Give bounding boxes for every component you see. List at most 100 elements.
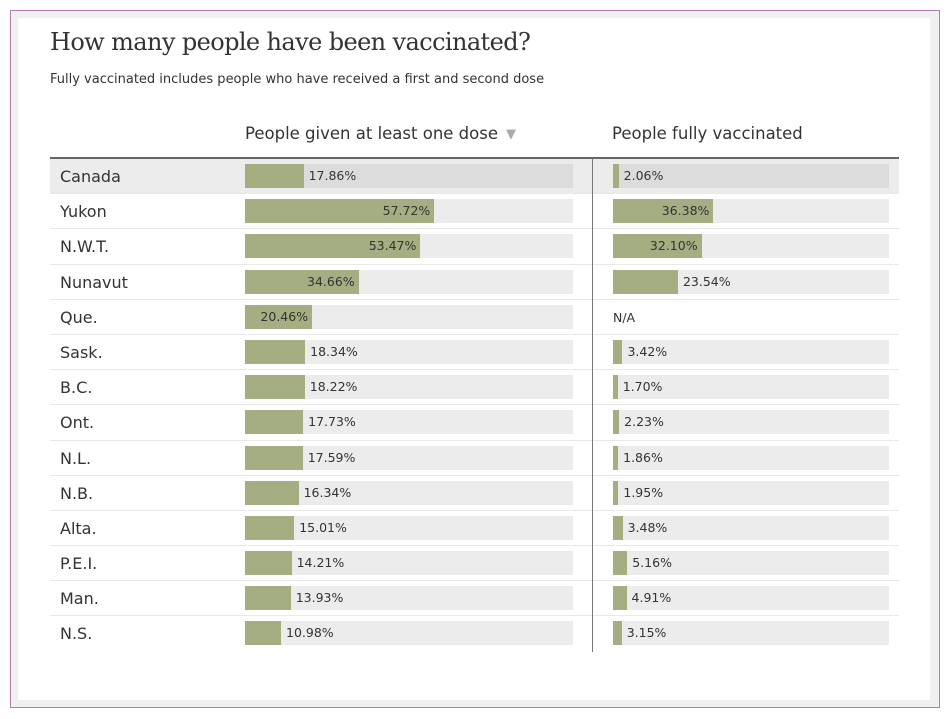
column-header-fully-vaccinated-label: People fully vaccinated bbox=[612, 124, 803, 143]
first-dose-bar-track: 34.66% bbox=[245, 269, 573, 294]
fully-vaccinated-bar bbox=[613, 339, 623, 364]
first-dose-bar bbox=[245, 304, 313, 329]
first-dose-bar bbox=[245, 410, 304, 435]
fully-vaccinated-bar bbox=[613, 199, 714, 224]
first-dose-value-label: 15.01% bbox=[299, 519, 347, 535]
region-label: Ont. bbox=[60, 413, 95, 433]
region-label: N.L. bbox=[60, 448, 92, 468]
fully-vaccinated-value-label: 2.23% bbox=[624, 414, 664, 430]
sort-descending-icon[interactable]: ▼ bbox=[506, 127, 516, 142]
region-label: P.E.I. bbox=[60, 554, 98, 574]
fully-vaccinated-bar-track: 5.16% bbox=[613, 551, 889, 576]
fully-vaccinated-bar-track: 32.10% bbox=[613, 234, 889, 259]
first-dose-value-label: 16.34% bbox=[303, 484, 352, 500]
region-label: Canada bbox=[60, 167, 121, 186]
region-label: Man. bbox=[60, 589, 99, 609]
table-row: Alta. 15.01% 3.48% bbox=[50, 511, 899, 547]
first-dose-bar-track: 57.72% bbox=[245, 199, 573, 224]
fully-vaccinated-value-label: 1.95% bbox=[623, 484, 664, 500]
fully-vaccinated-bar-track: 1.86% bbox=[613, 445, 889, 470]
fully-vaccinated-value-label: 23.54% bbox=[682, 273, 731, 289]
first-dose-value-label: 57.72% bbox=[382, 203, 431, 219]
fully-vaccinated-bar bbox=[613, 480, 619, 505]
fully-vaccinated-bar-track: 23.54% bbox=[613, 269, 889, 294]
fully-vaccinated-bar-track: 3.48% bbox=[613, 515, 889, 540]
fully-vaccinated-value-label: 3.15% bbox=[626, 625, 667, 641]
fully-vaccinated-bar-track: 3.15% bbox=[613, 621, 889, 646]
fully-vaccinated-value-label: 1.70% bbox=[622, 379, 663, 395]
table-row: P.E.I. 14.21% 5.16% bbox=[50, 546, 899, 582]
first-dose-bar bbox=[245, 164, 304, 188]
first-dose-bar-track: 10.98% bbox=[245, 621, 573, 646]
table-row: Que. 20.46% N/A bbox=[50, 300, 899, 335]
fully-vaccinated-bar-track: 36.38% bbox=[613, 199, 889, 224]
first-dose-bar-track: 18.34% bbox=[245, 339, 573, 364]
first-dose-bar-track: 53.47% bbox=[245, 234, 573, 259]
first-dose-bar-track: 17.86% bbox=[245, 164, 573, 188]
column-header-fully-vaccinated[interactable]: People fully vaccinated bbox=[612, 124, 803, 143]
fully-vaccinated-value-label: 36.38% bbox=[661, 203, 710, 219]
first-dose-bar-track: 20.46% bbox=[245, 304, 573, 329]
region-label: N.W.T. bbox=[60, 237, 110, 257]
first-dose-bar bbox=[245, 375, 305, 400]
first-dose-value-label: 18.22% bbox=[309, 379, 358, 395]
fully-vaccinated-bar bbox=[613, 445, 619, 470]
first-dose-bar-track: 18.22% bbox=[245, 375, 573, 400]
first-dose-bar-track: 17.73% bbox=[245, 410, 573, 435]
fully-vaccinated-bar-track: 2.23% bbox=[613, 410, 889, 435]
table-body: Canada 17.86% 2.06% Yukon 57.72% 36.38% N.W.T.… bbox=[50, 159, 899, 652]
chart-subtitle: Fully vaccinated includes people who hav… bbox=[50, 72, 545, 87]
region-label: Que. bbox=[60, 307, 98, 327]
fully-vaccinated-bar bbox=[613, 515, 623, 540]
first-dose-bar bbox=[245, 621, 281, 646]
table-row: Ont. 17.73% 2.23% bbox=[50, 405, 899, 441]
fully-vaccinated-value-label: 3.48% bbox=[627, 519, 668, 535]
first-dose-bar bbox=[245, 339, 306, 364]
first-dose-bar bbox=[245, 445, 303, 470]
table-row: Nunavut 34.66% 23.54% bbox=[50, 265, 899, 300]
value-not-available: N/A bbox=[613, 309, 636, 325]
first-dose-bar-track: 17.59% bbox=[245, 445, 573, 470]
table-row: N.W.T. 53.47% 32.10% bbox=[50, 229, 899, 265]
region-label: Sask. bbox=[60, 342, 103, 362]
region-label: Yukon bbox=[60, 202, 107, 222]
fully-vaccinated-bar bbox=[613, 269, 678, 294]
region-label: Alta. bbox=[60, 518, 97, 538]
fully-vaccinated-bar bbox=[613, 375, 618, 400]
fully-vaccinated-value-label: 5.16% bbox=[632, 555, 672, 571]
first-dose-bar-track: 16.34% bbox=[245, 480, 573, 505]
fully-vaccinated-value-label: 32.10% bbox=[649, 238, 698, 254]
table-row: Man. 13.93% 4.91% bbox=[50, 581, 899, 617]
first-dose-value-label: 53.47% bbox=[368, 238, 417, 254]
fully-vaccinated-bar bbox=[613, 621, 622, 646]
region-label: N.B. bbox=[60, 483, 94, 503]
first-dose-value-label: 10.98% bbox=[286, 625, 334, 641]
fully-vaccinated-bar bbox=[613, 234, 702, 259]
first-dose-value-label: 14.21% bbox=[296, 555, 345, 571]
table-row: N.S. 10.98% 3.15% bbox=[50, 616, 899, 651]
fully-vaccinated-bar bbox=[613, 410, 620, 435]
first-dose-bar bbox=[245, 234, 421, 259]
fully-vaccinated-bar-track: 3.42% bbox=[613, 339, 889, 364]
fully-vaccinated-bar-track: 2.06% bbox=[613, 164, 889, 188]
fully-vaccinated-bar-track: 1.95% bbox=[613, 480, 889, 505]
fully-vaccinated-value-label: 3.42% bbox=[627, 343, 668, 359]
table-row: Sask. 18.34% 3.42% bbox=[50, 335, 899, 371]
first-dose-bar bbox=[245, 199, 435, 224]
first-dose-bar-track: 13.93% bbox=[245, 586, 573, 611]
column-header-first-dose[interactable]: People given at least one dose ▼ bbox=[245, 124, 516, 143]
first-dose-bar bbox=[245, 551, 292, 576]
fully-vaccinated-bar bbox=[613, 586, 627, 611]
header-rule bbox=[50, 157, 899, 159]
first-dose-bar bbox=[245, 586, 291, 611]
table-row: N.L. 17.59% 1.86% bbox=[50, 441, 899, 476]
region-label: B.C. bbox=[60, 378, 93, 398]
fully-vaccinated-value-label: 2.06% bbox=[623, 168, 664, 183]
first-dose-value-label: 34.66% bbox=[307, 273, 355, 289]
first-dose-bar-track: 15.01% bbox=[245, 515, 573, 540]
table-row: Canada 17.86% 2.06% bbox=[50, 159, 899, 195]
region-label: Nunavut bbox=[60, 272, 128, 292]
table-row: N.B. 16.34% 1.95% bbox=[50, 476, 899, 511]
first-dose-value-label: 18.34% bbox=[310, 343, 358, 359]
first-dose-bar bbox=[245, 515, 295, 540]
